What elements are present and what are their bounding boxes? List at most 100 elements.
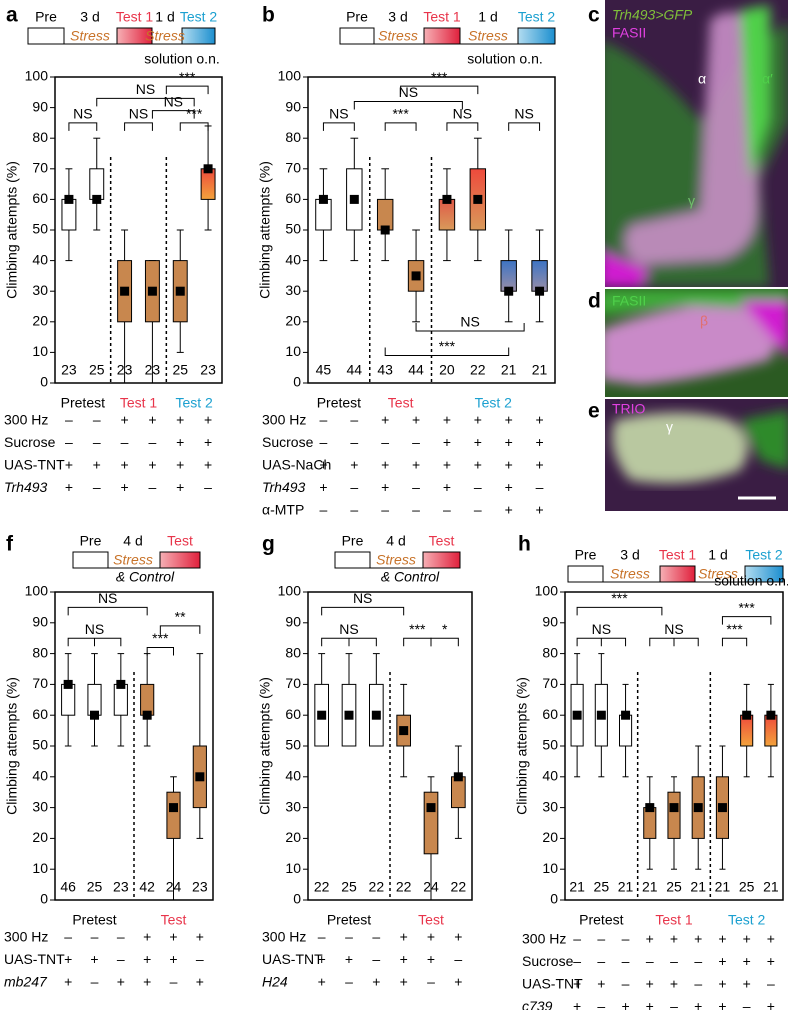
- group-label: Pretest: [61, 395, 105, 411]
- row-label: UAS-TNT: [522, 976, 583, 992]
- box: [89, 168, 105, 200]
- row-value: +: [204, 457, 212, 473]
- box: [61, 683, 76, 716]
- significance-bracket: [415, 322, 525, 332]
- y-tick-label: 10: [32, 860, 48, 876]
- row-value: –: [474, 479, 482, 495]
- row-value: +: [412, 457, 420, 473]
- y-tick-label: 60: [285, 190, 301, 206]
- row-value: +: [64, 951, 72, 967]
- protocol-label: Pre: [80, 533, 102, 549]
- y-tick-label: 10: [285, 860, 301, 876]
- row-value: +: [148, 457, 156, 473]
- y-tick-label: 90: [285, 98, 301, 114]
- row-value: +: [454, 974, 462, 990]
- protocol-note: solution o.n.: [144, 51, 220, 67]
- protocol-note: solution o.n.: [714, 573, 788, 589]
- y-axis-title: Climbing attempts (%): [514, 677, 530, 815]
- row-value: –: [320, 412, 328, 428]
- significance-label: ***: [152, 630, 169, 646]
- group-label: Test 2: [175, 395, 213, 411]
- row-value: +: [597, 976, 605, 992]
- protocol-box: [116, 27, 153, 45]
- row-value: –: [65, 434, 73, 450]
- significance-bracket: [400, 85, 479, 95]
- group-label: Test: [161, 912, 187, 928]
- significance-bracket: [430, 637, 459, 647]
- image-label: TRIO: [612, 401, 646, 417]
- row-value: –: [670, 998, 678, 1010]
- n-label: 21: [642, 879, 658, 895]
- row-value: –: [670, 953, 678, 969]
- median-marker: [175, 286, 185, 296]
- significance-label: ***: [179, 69, 196, 85]
- row-value: –: [91, 929, 99, 945]
- median-marker: [645, 803, 655, 813]
- row-value: –: [350, 412, 358, 428]
- median-marker: [371, 710, 381, 720]
- n-label: 24: [423, 879, 439, 895]
- significance-bracket: [67, 606, 148, 616]
- median-marker: [64, 194, 74, 204]
- y-tick-label: 10: [285, 343, 301, 359]
- row-value: –: [372, 951, 380, 967]
- image-label: β: [700, 313, 708, 329]
- significance-bracket: [159, 625, 201, 634]
- y-tick-label: 0: [40, 374, 48, 390]
- row-value: +: [621, 998, 629, 1010]
- y-tick-label: 0: [293, 891, 301, 907]
- row-value: +: [120, 412, 128, 428]
- row-value: –: [597, 953, 605, 969]
- row-value: +: [65, 479, 73, 495]
- y-tick-label: 50: [32, 221, 48, 237]
- median-marker: [318, 194, 328, 204]
- row-value: +: [474, 434, 482, 450]
- interval-label: 4 d: [386, 533, 405, 549]
- significance-label: NS: [129, 106, 148, 122]
- row-value: +: [443, 457, 451, 473]
- image-texture: [605, 5, 788, 287]
- protocol-label: Pre: [35, 9, 57, 25]
- row-value: +: [443, 479, 451, 495]
- y-tick-label: 40: [32, 251, 48, 267]
- row-value: +: [345, 951, 353, 967]
- row-value: –: [350, 434, 358, 450]
- y-axis-title: Climbing attempts (%): [257, 161, 273, 299]
- median-marker: [717, 803, 727, 813]
- y-axis-title: Climbing attempts (%): [4, 161, 20, 299]
- row-value: +: [670, 931, 678, 947]
- treatment-label: Stress: [378, 28, 418, 44]
- interval-label: 4 d: [123, 533, 142, 549]
- y-tick-label: 50: [542, 737, 558, 753]
- y-tick-label: 60: [285, 706, 301, 722]
- image-label: FASII: [612, 293, 646, 309]
- y-tick-label: 70: [32, 160, 48, 176]
- row-value: +: [350, 457, 358, 473]
- row-value: +: [319, 457, 327, 473]
- row-value: +: [143, 929, 151, 945]
- row-value: +: [505, 479, 513, 495]
- row-value: +: [474, 412, 482, 428]
- row-value: –: [345, 929, 353, 945]
- row-value: +: [535, 457, 543, 473]
- row-value: +: [176, 479, 184, 495]
- protocol-label: Test 2: [745, 547, 783, 563]
- box: [643, 807, 657, 839]
- group-label: Pretest: [72, 912, 116, 928]
- significance-bracket: [384, 347, 510, 356]
- image-label: α′: [762, 71, 773, 87]
- box: [140, 683, 155, 716]
- y-tick-label: 30: [32, 798, 48, 814]
- median-marker: [203, 164, 213, 174]
- row-value: –: [597, 931, 605, 947]
- significance-label: NS: [329, 106, 348, 122]
- group-label: Test: [388, 395, 414, 411]
- box: [87, 683, 102, 716]
- row-value: +: [505, 502, 513, 518]
- significance-bracket: [321, 606, 405, 616]
- significance-bracket: [146, 646, 174, 656]
- row-value: +: [381, 412, 389, 428]
- row-label: Sucrose: [4, 434, 56, 450]
- y-tick-label: 30: [542, 798, 558, 814]
- row-value: +: [427, 951, 435, 967]
